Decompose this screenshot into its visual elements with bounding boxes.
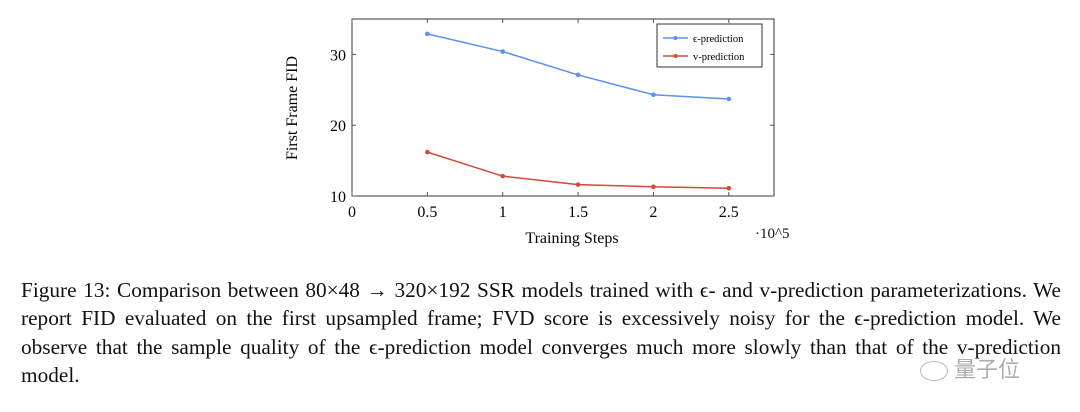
data-point	[651, 184, 656, 190]
legend-label: ϵ-prediction	[693, 34, 744, 45]
data-point	[425, 149, 430, 155]
data-point	[575, 182, 581, 187]
watermark: 量子位	[920, 352, 1020, 384]
legend-marker	[673, 54, 678, 58]
y-tick-label: 20	[330, 118, 346, 135]
x-tick-label: 0	[348, 204, 356, 221]
watermark-text: 量子位	[954, 358, 1021, 383]
y-axis-label: First Frame FID	[284, 56, 301, 160]
data-point	[500, 173, 506, 179]
x-tick-label: 2.5	[719, 204, 739, 221]
x-tick-label: 2	[649, 204, 657, 221]
x-tick-label: 1	[499, 204, 507, 221]
x-tick-label: 0.5	[417, 204, 437, 221]
data-point	[500, 49, 506, 54]
data-point	[651, 92, 656, 98]
data-point	[575, 72, 581, 78]
legend-label: v-prediction	[693, 52, 745, 63]
x-axis-label: Training Steps	[525, 230, 618, 247]
wechat-icon	[920, 361, 948, 381]
data-point	[425, 31, 430, 37]
y-tick-label: 30	[330, 47, 346, 64]
line-chart: 0 0.5 1 1.5 2 2.5 10 20 30 Training Steps First Fr…	[284, 18, 775, 247]
data-point	[726, 96, 732, 102]
data-point	[726, 185, 732, 191]
plot-frame	[351, 18, 775, 197]
legend-marker	[673, 36, 678, 40]
x-multiplier-label: ·10^5	[755, 226, 790, 242]
x-tick-label: 1.5	[568, 204, 588, 221]
figure-caption: Figure 13: Comparison between 80×48 → 32…	[21, 278, 1061, 387]
y-tick-label: 10	[330, 189, 346, 206]
legend-box	[656, 23, 763, 68]
